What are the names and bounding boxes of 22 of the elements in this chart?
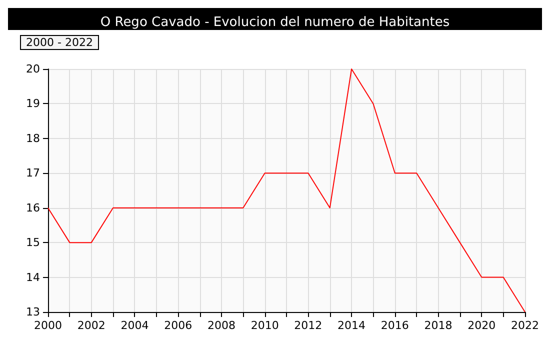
x-tick-label: 2008 [207, 319, 236, 332]
x-tick-label: 2010 [250, 319, 279, 332]
y-tick-label: 14 [26, 270, 40, 284]
x-tick-label: 2004 [120, 319, 149, 332]
y-tick-label: 17 [26, 166, 40, 180]
y-tick-label: 16 [26, 201, 40, 214]
x-tick-label: 2012 [294, 319, 322, 332]
x-tick-label: 2006 [164, 319, 192, 332]
x-tick-label: 2000 [34, 319, 62, 332]
chart-title: O Rego Cavado - Evolucion del numero de Habitantes [100, 15, 450, 30]
x-tick-label: 2020 [468, 319, 496, 332]
x-tick-label: 2014 [338, 319, 366, 332]
y-tick-label: 13 [26, 306, 40, 318]
y-tick-label: 18 [26, 132, 40, 145]
x-tick-label: 2016 [380, 319, 409, 332]
y-tick-label: 19 [26, 97, 40, 110]
x-tick-label: 2018 [424, 319, 452, 332]
y-tick-label: 15 [26, 236, 40, 250]
x-tick-label: 2022 [511, 319, 540, 332]
y-tick-label: 20 [26, 62, 40, 76]
chart-subtitle: 2000 - 2022 [26, 36, 93, 49]
x-tick-label: 2002 [77, 319, 106, 332]
